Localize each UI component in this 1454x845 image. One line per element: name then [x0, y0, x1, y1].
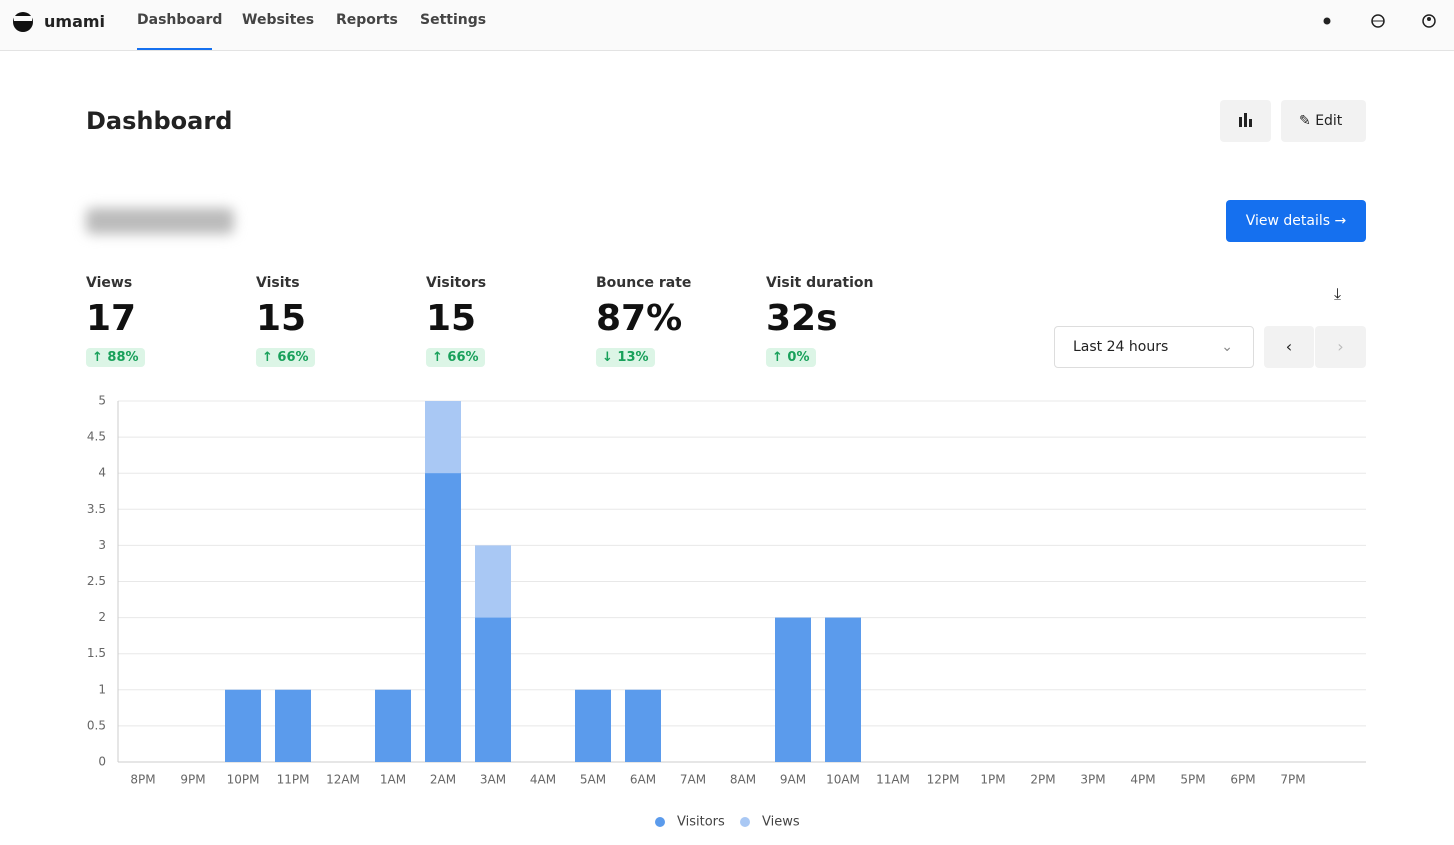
x-tick-label: 3AM	[480, 773, 506, 787]
x-tick-label: 11AM	[876, 773, 910, 787]
page-title: Dashboard	[86, 107, 233, 135]
x-tick-label: 6AM	[630, 773, 656, 787]
top-nav	[0, 0, 1454, 51]
legend-dot	[655, 817, 665, 827]
x-tick-label: 8AM	[730, 773, 756, 787]
blurred-site-name	[86, 208, 234, 234]
bar	[575, 689, 611, 762]
y-tick-label: 3	[98, 538, 106, 552]
stat-label: Visitors	[426, 275, 487, 291]
nav-item[interactable]: Settings	[420, 12, 487, 28]
stat-value: 15	[256, 298, 307, 339]
x-tick-label: 4PM	[1130, 773, 1155, 787]
nav-item[interactable]: Reports	[336, 12, 398, 28]
chart: 0 0.5 1 1.5 2 2.5 3 3.5 4 4.5 5 8PM 9PM 10PM 11PM 12AM 1…	[87, 394, 1366, 830]
x-tick-label: 10AM	[826, 773, 860, 787]
x-tick-label: 3PM	[1080, 773, 1105, 787]
x-tick-label: 7AM	[680, 773, 706, 787]
y-tick-label: 2	[98, 610, 106, 624]
x-tick-label: 2AM	[430, 773, 456, 787]
change-arrow: ↑	[92, 350, 108, 365]
change-value: 66%	[447, 350, 479, 365]
change-value: 88%	[107, 350, 139, 365]
change-value: 0%	[787, 350, 810, 365]
x-tick-label: 11PM	[277, 773, 310, 787]
nav-icons[interactable]	[1316, 10, 1441, 32]
view-details-label: View details	[1245, 213, 1331, 229]
change-arrow: ↓	[602, 350, 618, 365]
change-value: 13%	[617, 350, 649, 365]
download-icon[interactable]: ⤓	[1334, 284, 1342, 303]
y-tick-label: 3.5	[87, 502, 106, 516]
date-select[interactable]: Last 24 hours ⌄	[1054, 326, 1254, 368]
y-tick-label: 2.5	[87, 574, 106, 588]
bar	[775, 617, 811, 762]
x-tick-label: 9PM	[180, 773, 205, 787]
prev-button[interactable]: ‹	[1264, 326, 1314, 368]
x-tick-label: 12AM	[326, 773, 360, 787]
x-tick-label: 5AM	[580, 773, 606, 787]
y-tick-label: 1.5	[87, 646, 106, 660]
nav-item[interactable]: Dashboard	[137, 12, 223, 28]
active-underline	[137, 48, 212, 50]
edit-button[interactable]: ✎ Edit	[1281, 100, 1366, 142]
x-tick-label: 2PM	[1030, 773, 1055, 787]
x-tick-label: 1AM	[380, 773, 406, 787]
stat-value: 17	[86, 298, 137, 339]
x-tick-label: 7PM	[1280, 773, 1305, 787]
y-tick-label: 5	[98, 394, 106, 408]
stat-label: Visit duration	[766, 275, 874, 291]
x-tick-label: 4AM	[530, 773, 556, 787]
stat-change: ↓ 13%	[596, 348, 655, 367]
stat-change: ↑ 66%	[426, 348, 485, 367]
brand: umami	[44, 12, 106, 31]
x-tick-label: 6PM	[1230, 773, 1255, 787]
x-tick-label: 9AM	[780, 773, 806, 787]
stat-label: Visits	[256, 275, 300, 291]
stat-label: Views	[86, 275, 133, 291]
y-tick-label: 0.5	[87, 718, 106, 732]
stat-value: 15	[426, 298, 477, 339]
bar	[625, 689, 661, 762]
legend-label: Visitors	[677, 815, 725, 830]
chart-button[interactable]	[1220, 100, 1271, 142]
stat-label: Bounce rate	[596, 275, 692, 291]
x-tick-label: 5PM	[1180, 773, 1205, 787]
bar	[275, 689, 311, 762]
x-tick-label: 8PM	[130, 773, 155, 787]
view-details-button[interactable]: View details →	[1226, 200, 1366, 242]
date-range: Last 24 hours	[1073, 339, 1169, 355]
stat-change: ↑ 66%	[256, 348, 315, 367]
legend-dot	[740, 817, 750, 827]
change-arrow: ↑	[772, 350, 788, 365]
bar	[825, 617, 861, 762]
stat-change: ↑ 0%	[766, 348, 816, 367]
y-tick-label: 4	[98, 466, 106, 480]
bar	[475, 617, 511, 762]
logo	[13, 12, 33, 32]
bar	[375, 689, 411, 762]
bar	[425, 473, 461, 762]
change-arrow: ↑	[262, 350, 278, 365]
x-tick-label: 12PM	[927, 773, 960, 787]
next-button[interactable]: ›	[1315, 326, 1366, 368]
stat-value: 32s	[766, 298, 838, 339]
stat-change: ↑ 88%	[86, 348, 145, 367]
legend-label: Views	[762, 815, 800, 830]
x-tick-label: 1PM	[980, 773, 1005, 787]
bar	[225, 689, 261, 762]
stat-value: 87%	[596, 298, 683, 339]
edit-label: Edit	[1315, 113, 1343, 129]
change-value: 66%	[277, 350, 309, 365]
x-tick-label: 10PM	[227, 773, 260, 787]
nav-item[interactable]: Websites	[242, 12, 315, 28]
y-tick-label: 4.5	[87, 430, 106, 444]
change-arrow: ↑	[432, 350, 448, 365]
y-tick-label: 0	[98, 755, 106, 769]
y-tick-label: 1	[98, 682, 106, 696]
